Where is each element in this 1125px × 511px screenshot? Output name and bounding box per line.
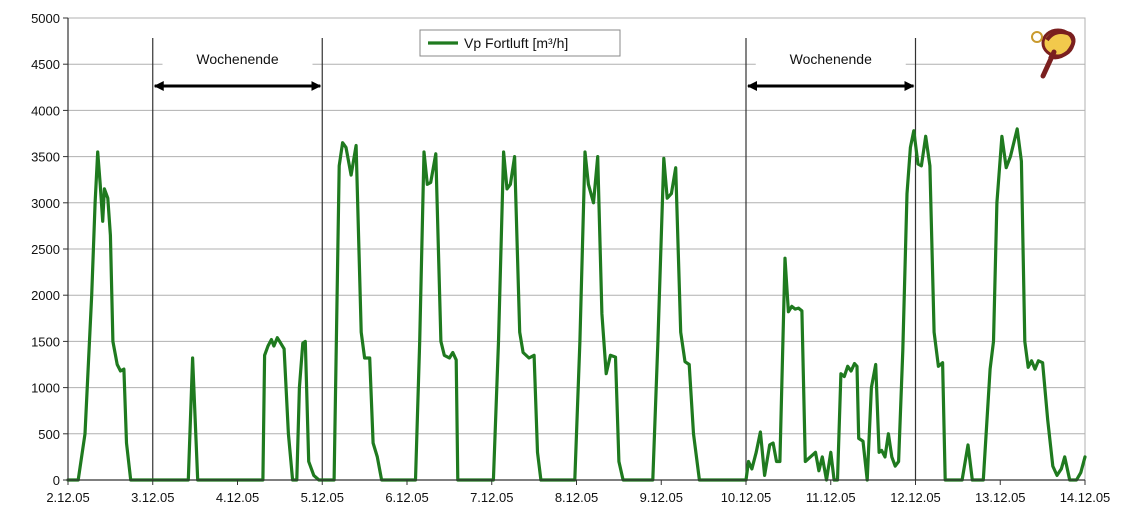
x-tick-label: 8.12.05 <box>555 490 598 505</box>
pv-logo-icon <box>1031 28 1076 79</box>
weekend-markers: Wochenende Wochenende <box>152 38 917 480</box>
y-tick-label: 2500 <box>31 242 60 257</box>
weekend-label: Wochenende <box>196 51 278 67</box>
y-tick-label: 1000 <box>31 381 60 396</box>
x-tick-label: 7.12.05 <box>470 490 513 505</box>
x-tick-label: 5.12.05 <box>301 490 344 505</box>
x-tick-label: 3.12.05 <box>131 490 174 505</box>
x-tick-label: 13.12.05 <box>975 490 1026 505</box>
x-tick-label: 9.12.05 <box>640 490 683 505</box>
series-line <box>66 127 1087 482</box>
y-tick-label: 4500 <box>31 57 60 72</box>
x-tick-label: 11.12.05 <box>806 490 856 505</box>
y-tick-label: 5000 <box>31 11 60 26</box>
weekend-label: Wochenende <box>790 51 872 67</box>
y-tick-label: 0 <box>53 473 60 488</box>
weekend-label-bg <box>755 48 906 70</box>
series-layer <box>66 127 1087 482</box>
x-tick-label: 12.12.05 <box>890 490 941 505</box>
y-tick-label: 3500 <box>31 150 60 165</box>
y-tick-label: 500 <box>38 427 60 442</box>
x-tick-label: 6.12.05 <box>385 490 428 505</box>
x-tick-label: 10.12.05 <box>721 490 772 505</box>
weekend-label-bg <box>162 48 313 70</box>
axes: 0 500 1000 1500 2000 2500 3000 3500 4000 4500 5000… <box>31 11 1110 505</box>
y-tick-label: 3000 <box>31 196 60 211</box>
legend-entry: Vp Fortluft [m³/h] <box>464 35 568 51</box>
legend: Vp Fortluft [m³/h] <box>419 29 621 57</box>
x-tick-label: 2.12.05 <box>46 490 89 505</box>
y-tick-label: 4000 <box>31 103 60 118</box>
x-tick-label: 14.12.05 <box>1060 490 1111 505</box>
x-tick-label: 4.12.05 <box>216 490 259 505</box>
y-tick-label: 2000 <box>31 288 60 303</box>
y-tick-label: 1500 <box>31 334 60 349</box>
